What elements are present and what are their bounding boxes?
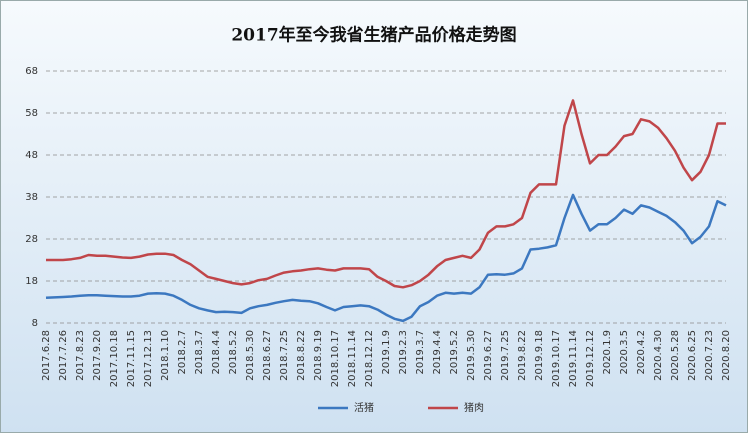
x-tick-label: 2018.5.2 xyxy=(228,330,239,375)
x-tick-label: 2019.2.3 xyxy=(398,330,409,375)
x-tick-label: 2020.5.28 xyxy=(670,330,681,381)
x-tick-label: 2019.10.17 xyxy=(551,330,562,387)
x-tick-label: 2019.3.7 xyxy=(415,330,426,375)
chart-title: 2017年至今我省生猪产品价格走势图 xyxy=(231,25,516,46)
x-tick-label: 2018.4.4 xyxy=(211,330,222,375)
x-tick-label: 2018.8.22 xyxy=(296,330,307,381)
x-tick-label: 2019.4.4 xyxy=(432,330,443,375)
x-tick-label: 2020.4.30 xyxy=(653,330,664,381)
x-tick-label: 2020.7.23 xyxy=(704,330,715,381)
x-tick-label: 2019.6.27 xyxy=(483,330,494,381)
x-tick-label: 2020.4.2 xyxy=(636,330,647,375)
x-tick-label: 2017.9.20 xyxy=(92,330,103,381)
y-tick-label: 58 xyxy=(25,108,38,119)
x-tick-label: 2017.6.28 xyxy=(41,330,52,381)
x-tick-label: 2017.7.26 xyxy=(58,330,69,381)
x-tick-label: 2018.5.30 xyxy=(245,330,256,381)
y-tick-label: 8 xyxy=(32,318,38,329)
series-line xyxy=(46,99,726,289)
x-tick-label: 2018.6.27 xyxy=(262,330,273,381)
x-tick-label: 2018.12.12 xyxy=(364,330,375,387)
x-tick-label: 2017.11.15 xyxy=(126,330,137,387)
x-tick-label: 2019.8.22 xyxy=(517,330,528,381)
y-tick-label: 28 xyxy=(25,234,38,245)
x-tick-label: 2017.10.18 xyxy=(109,330,120,387)
x-tick-label: 2020.8.20 xyxy=(721,330,732,381)
x-tick-label: 2019.5.2 xyxy=(449,330,460,375)
x-tick-label: 2018.2.7 xyxy=(177,330,188,375)
x-tick-label: 2018.3.7 xyxy=(194,330,205,375)
x-tick-label: 2018.11.14 xyxy=(347,330,358,387)
x-tick-label: 2017.8.23 xyxy=(75,330,86,381)
x-tick-label: 2019.12.12 xyxy=(585,330,596,387)
x-tick-label: 2019.1.9 xyxy=(381,330,392,375)
x-tick-label: 2020.6.25 xyxy=(687,330,698,381)
x-tick-label: 2020.1.9 xyxy=(602,330,613,375)
x-tick-label: 2020.3.5 xyxy=(619,330,630,375)
legend-label: 活猪 xyxy=(354,402,374,414)
series-line xyxy=(45,193,727,323)
x-tick-label: 2019.11.14 xyxy=(568,330,579,387)
x-tick-label: 2017.12.13 xyxy=(143,330,154,387)
x-tick-label: 2019.9.18 xyxy=(534,330,545,381)
y-tick-label: 38 xyxy=(25,192,38,203)
y-tick-label: 48 xyxy=(25,150,38,161)
y-tick-label: 68 xyxy=(25,66,38,77)
x-tick-label: 2018.1.10 xyxy=(160,330,171,381)
x-tick-label: 2018.10.17 xyxy=(330,330,341,387)
legend-label: 猪肉 xyxy=(464,401,484,414)
y-tick-label: 18 xyxy=(25,276,38,287)
x-tick-label: 2018.9.19 xyxy=(313,330,324,381)
x-tick-label: 2019.7.25 xyxy=(500,330,511,381)
x-tick-label: 2018.7.25 xyxy=(279,330,290,381)
x-tick-label: 2019.5.30 xyxy=(466,330,477,381)
